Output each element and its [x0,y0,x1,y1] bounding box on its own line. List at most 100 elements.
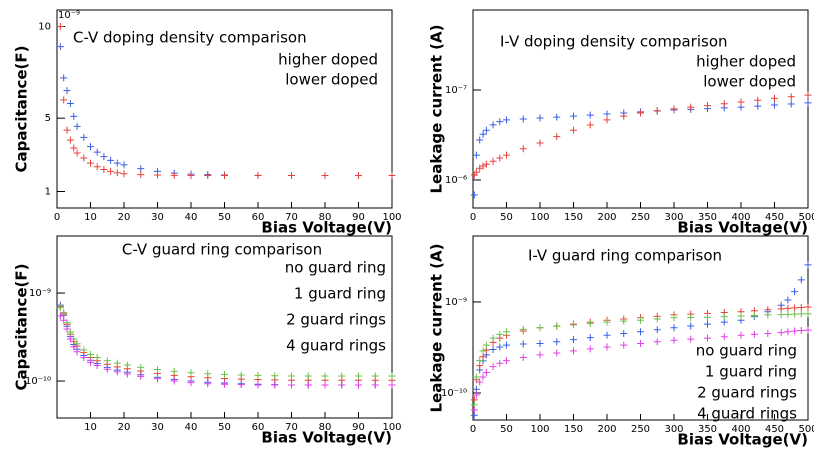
data-marker [66,100,74,107]
data-marker [113,159,121,167]
x-tick-label: 50 [500,424,513,435]
data-marker [221,380,228,388]
data-marker [93,148,101,156]
data-marker [80,346,88,354]
data-marker [620,317,628,325]
data-marker [489,121,497,129]
data-marker [797,310,805,318]
data-marker [123,361,131,369]
data-marker [670,105,678,113]
y-tick-label: 10⁻⁷ [445,85,467,96]
data-marker [653,315,661,323]
legend-entry: no guard ring [696,342,797,360]
data-marker [637,339,644,347]
data-marker [63,126,71,134]
x-tick-label: 500 [798,212,814,223]
data-marker [170,171,178,179]
x-tick-label: 90 [352,212,365,223]
data-marker [704,313,711,321]
data-marker [479,373,487,381]
x-tick-label: 50 [218,422,231,433]
x-tick-label: 80 [319,212,332,223]
data-marker [204,370,212,378]
y-tick-label: 10 [38,22,51,33]
data-marker [620,341,628,349]
data-marker [687,322,695,330]
legend-entry: 1 guard ring [294,285,386,303]
x-tick-label: 100 [530,424,549,435]
data-marker [764,330,772,338]
data-marker [670,324,678,332]
data-marker [737,98,745,106]
data-marker [586,111,594,119]
data-marker [73,122,81,130]
data-marker [603,331,611,339]
data-marker [503,357,510,365]
x-tick-label: 60 [252,422,265,433]
legend-entry: 4 guard rings [697,405,797,423]
x-tick-label: 150 [564,212,583,223]
data-marker [496,343,504,351]
data-marker [470,191,478,199]
data-marker [570,336,577,344]
data-marker [107,167,115,175]
x-tick-label: 150 [564,424,583,435]
data-marker [797,276,805,284]
data-marker [472,168,480,176]
x-tick-label: 10 [84,212,97,223]
data-marker [221,172,228,180]
data-marker [496,359,504,367]
data-marker [754,102,762,110]
data-marker [519,115,527,123]
data-marker [254,381,262,389]
chart-title: C-V doping density comparison [73,29,307,47]
data-marker [70,112,78,120]
y-tick-label: 1 [45,187,51,198]
panel: 0 10 20 30 40 50 60 70 80 90 100 1 5 10 10⁻⁹ Bias Volta… [13,9,402,237]
data-marker [93,362,101,370]
y-multiplier: 10⁻⁹ [58,10,80,21]
data-marker [553,113,561,121]
data-marker [570,347,577,355]
x-tick-label: 80 [319,422,332,433]
data-marker [720,333,728,341]
x-axis-label: Bias Voltage(V) [261,219,392,237]
data-marker [653,107,661,115]
data-marker [56,304,64,312]
data-marker [791,288,799,296]
x-tick-label: 300 [664,212,683,223]
x-tick-label: 200 [597,212,616,223]
data-marker [60,309,68,317]
data-marker [187,172,195,180]
data-marker [482,368,490,376]
data-marker [503,341,510,349]
y-tick-label: 10⁻¹⁰ [441,388,467,399]
data-marker [704,102,711,110]
legend-entry: lower doped [285,71,378,89]
data-marker [388,381,396,389]
data-marker [137,171,145,179]
data-marker [154,375,161,383]
y-tick-label: 5 [45,113,51,124]
data-marker [496,154,504,162]
data-marker [482,126,490,134]
data-marker [137,363,145,371]
data-marker [355,372,362,380]
data-marker [797,327,805,335]
data-marker [804,261,812,269]
x-tick-label: 20 [118,212,131,223]
data-marker [570,112,577,120]
data-marker [653,326,661,334]
x-tick-label: 400 [731,424,750,435]
data-marker [784,296,792,304]
data-marker [237,371,245,379]
data-marker [750,330,758,338]
y-axis-label: Capacitance(F) [13,45,31,172]
data-marker [489,346,497,354]
data-marker [113,368,121,376]
data-marker [154,171,161,179]
data-marker [56,43,64,51]
data-marker [123,370,131,378]
x-tick-label: 400 [731,212,750,223]
data-marker [60,316,68,324]
